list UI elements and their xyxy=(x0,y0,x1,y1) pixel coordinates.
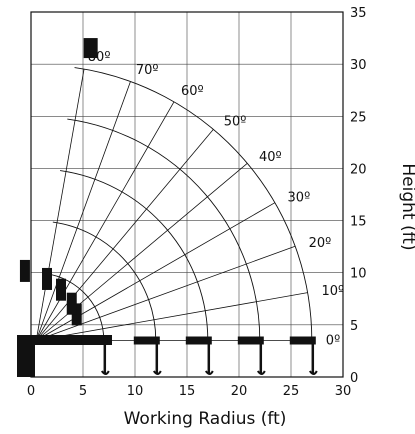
x-tick-label: 20 xyxy=(231,384,248,399)
boom-head-raised xyxy=(66,292,77,315)
angle-label: 0º xyxy=(326,334,340,349)
angle-label: 80º xyxy=(88,50,111,65)
angle-label: 60º xyxy=(181,84,204,99)
angle-ray xyxy=(36,292,308,341)
x-tick-label: 0 xyxy=(27,384,35,399)
boom-head-raised xyxy=(42,267,52,290)
y-tick-label: 30 xyxy=(350,58,367,73)
boom-head xyxy=(237,336,264,345)
y-tick-label: 15 xyxy=(350,215,367,230)
x-tick-label: 15 xyxy=(179,384,196,399)
reach-arc xyxy=(67,118,261,341)
hook-icon xyxy=(204,370,214,375)
hook-icon xyxy=(256,370,266,375)
boom-head xyxy=(185,336,212,345)
y-tick-label: 5 xyxy=(350,319,358,334)
reach-arc xyxy=(52,221,157,341)
reach-arc xyxy=(74,67,313,341)
y-tick-labels: 0 5 10 15 20 25 30 35 xyxy=(350,6,367,386)
angle-label: 70º xyxy=(136,63,159,78)
y-tick-label: 10 xyxy=(350,267,367,282)
angle-ray xyxy=(35,81,131,341)
angle-labels: 0º 10º 20º 30º 40º 50º 60º 70º 80º xyxy=(88,50,344,348)
y-tick-label: 20 xyxy=(350,162,367,177)
hook-icon xyxy=(308,370,318,375)
y-tick-label: 35 xyxy=(350,6,367,21)
boom-head-top xyxy=(83,38,98,59)
x-tick-label: 30 xyxy=(335,384,352,399)
y-tick-label: 0 xyxy=(350,371,358,386)
angle-label: 40º xyxy=(259,150,282,165)
x-axis-title: Working Radius (ft) xyxy=(124,409,287,429)
angle-ray xyxy=(35,101,175,341)
y-axis-title: Height (ft) xyxy=(398,163,415,250)
hook-icon xyxy=(152,370,162,375)
angle-ray xyxy=(35,129,214,341)
x-tick-labels: 0 5 10 15 20 25 30 xyxy=(27,384,351,399)
angle-label: 50º xyxy=(224,115,247,130)
boom-head-raised xyxy=(56,278,67,301)
boom-head-raised xyxy=(19,259,30,282)
x-tick-label: 25 xyxy=(283,384,300,399)
reach-arc xyxy=(60,170,209,341)
crane-base-boom xyxy=(17,335,112,345)
boom-head xyxy=(133,336,160,345)
x-tick-label: 10 xyxy=(127,384,144,399)
hook-icon xyxy=(100,370,110,375)
angle-label: 10º xyxy=(321,284,344,299)
angle-label: 30º xyxy=(288,191,311,206)
angle-label: 20º xyxy=(309,236,332,251)
y-tick-label: 25 xyxy=(350,110,367,125)
plot-frame xyxy=(30,11,344,378)
x-tick-label: 5 xyxy=(79,384,87,399)
boom-head xyxy=(81,336,108,345)
boom-head xyxy=(289,336,316,345)
angle-ray xyxy=(35,69,85,341)
